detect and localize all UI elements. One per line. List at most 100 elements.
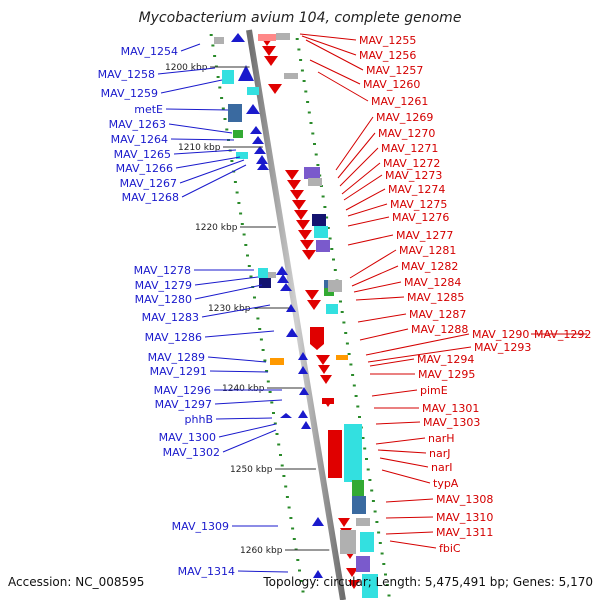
forward-gene-arrow	[231, 33, 245, 42]
tick-mark	[330, 248, 334, 250]
tick-mark	[333, 269, 337, 271]
leader-line	[339, 147, 379, 187]
feature-block	[270, 358, 284, 365]
leader-line	[173, 149, 237, 155]
tick-mark	[249, 275, 253, 278]
feature-block	[340, 530, 356, 554]
tick-mark	[370, 489, 374, 492]
tick-mark	[295, 38, 299, 40]
gene-label-forward: MAV_1266	[116, 162, 173, 175]
reverse-gene-arrow	[310, 327, 324, 350]
tick-mark	[211, 44, 215, 47]
leader-line	[351, 265, 399, 287]
feature-block	[268, 272, 276, 278]
gene-label-forward: MAV_1278	[134, 264, 191, 277]
feature-block	[233, 130, 243, 138]
tick-mark	[349, 363, 353, 366]
scale-label: 1210 kbp	[178, 143, 221, 153]
tick-mark	[347, 353, 351, 355]
tick-mark	[261, 349, 265, 351]
tick-mark	[368, 479, 372, 481]
gene-label-reverse: MAV_1295	[418, 368, 475, 381]
tick-mark	[291, 527, 295, 530]
feature-block	[222, 70, 234, 84]
feature-block	[247, 87, 259, 95]
tick-mark	[277, 443, 281, 446]
tick-mark	[354, 395, 358, 397]
tick-mark	[209, 34, 213, 36]
gene-label-forward: MAV_1268	[122, 191, 179, 204]
forward-gene-arrow	[298, 410, 308, 418]
gene-label-reverse: MAV_1290	[472, 328, 529, 341]
leader-line	[381, 469, 431, 484]
forward-gene-arrow	[312, 517, 324, 526]
gene-label-forward: MAV_1286	[145, 331, 202, 344]
tick-mark	[361, 437, 365, 439]
tick-mark	[259, 338, 263, 341]
gene-label-reverse: MAV_1273	[385, 169, 442, 182]
leader-line	[353, 281, 402, 293]
gene-label-reverse: MAV_1269	[376, 111, 433, 124]
gene-label-reverse: typA	[433, 477, 459, 490]
feature-block	[336, 355, 348, 360]
feature-block	[322, 398, 334, 404]
feature-block	[258, 268, 268, 278]
gene-label-forward: MAV_1296	[154, 384, 211, 397]
leader-line	[214, 399, 283, 405]
tick-mark	[356, 405, 360, 408]
gene-label-reverse: MAV_1292	[534, 328, 591, 341]
reverse-gene-arrow	[262, 46, 276, 56]
tick-mark	[387, 594, 391, 597]
gene-label-forward: MAV_1258	[98, 68, 155, 81]
leader-line	[237, 570, 289, 573]
reverse-gene-arrow	[338, 518, 350, 527]
tick-mark	[377, 531, 381, 534]
feature-block	[344, 424, 362, 482]
leader-line	[377, 449, 427, 454]
leader-line	[347, 203, 388, 217]
gene-label-forward: MAV_1314	[178, 565, 235, 578]
reverse-gene-arrow	[346, 568, 358, 577]
tick-mark	[275, 433, 279, 435]
tick-mark	[321, 195, 325, 198]
leader-line	[170, 138, 235, 141]
forward-gene-arrow	[301, 421, 311, 429]
leader-line	[181, 164, 247, 198]
tick-mark	[296, 559, 300, 561]
tick-mark	[279, 454, 282, 456]
leader-line	[215, 417, 273, 420]
gene-label-reverse: MAV_1310	[436, 511, 493, 524]
gene-label-reverse: MAV_1271	[381, 142, 438, 155]
gene-label-reverse: MAV_1284	[404, 276, 461, 289]
gene-label-forward: MAV_1289	[148, 351, 205, 364]
reverse-gene-arrow	[285, 170, 299, 180]
gene-label-forward: metE	[134, 103, 163, 116]
tick-mark	[233, 181, 237, 183]
tick-mark	[246, 254, 249, 257]
gene-label-reverse: MAV_1311	[436, 526, 493, 539]
tick-mark	[371, 500, 375, 502]
genome-backbone	[246, 29, 346, 600]
tick-mark	[284, 485, 288, 488]
gene-label-forward: MAV_1309	[172, 520, 229, 533]
tick-mark	[328, 237, 332, 240]
feature-block	[276, 33, 290, 40]
tick-mark	[311, 132, 315, 135]
forward-gene-arrow	[280, 283, 292, 291]
scale-label: 1250 kbp	[230, 465, 273, 475]
gene-label-forward: phhB	[185, 413, 213, 426]
gene-label-reverse: pimE	[420, 384, 448, 397]
forward-gene-arrow	[238, 65, 254, 81]
tick-mark	[285, 496, 289, 498]
leader-line	[341, 162, 381, 195]
gene-label-reverse: MAV_1270	[378, 127, 435, 140]
gene-label-reverse: MAV_1308	[436, 493, 493, 506]
leader-line	[389, 540, 437, 549]
leader-lines	[157, 33, 587, 573]
leader-line	[349, 249, 397, 279]
leader-line	[367, 346, 472, 363]
leader-line	[194, 276, 259, 286]
gene-label-forward: MAV_1291	[150, 365, 207, 378]
tick-mark	[270, 401, 274, 404]
feature-block	[308, 178, 322, 186]
